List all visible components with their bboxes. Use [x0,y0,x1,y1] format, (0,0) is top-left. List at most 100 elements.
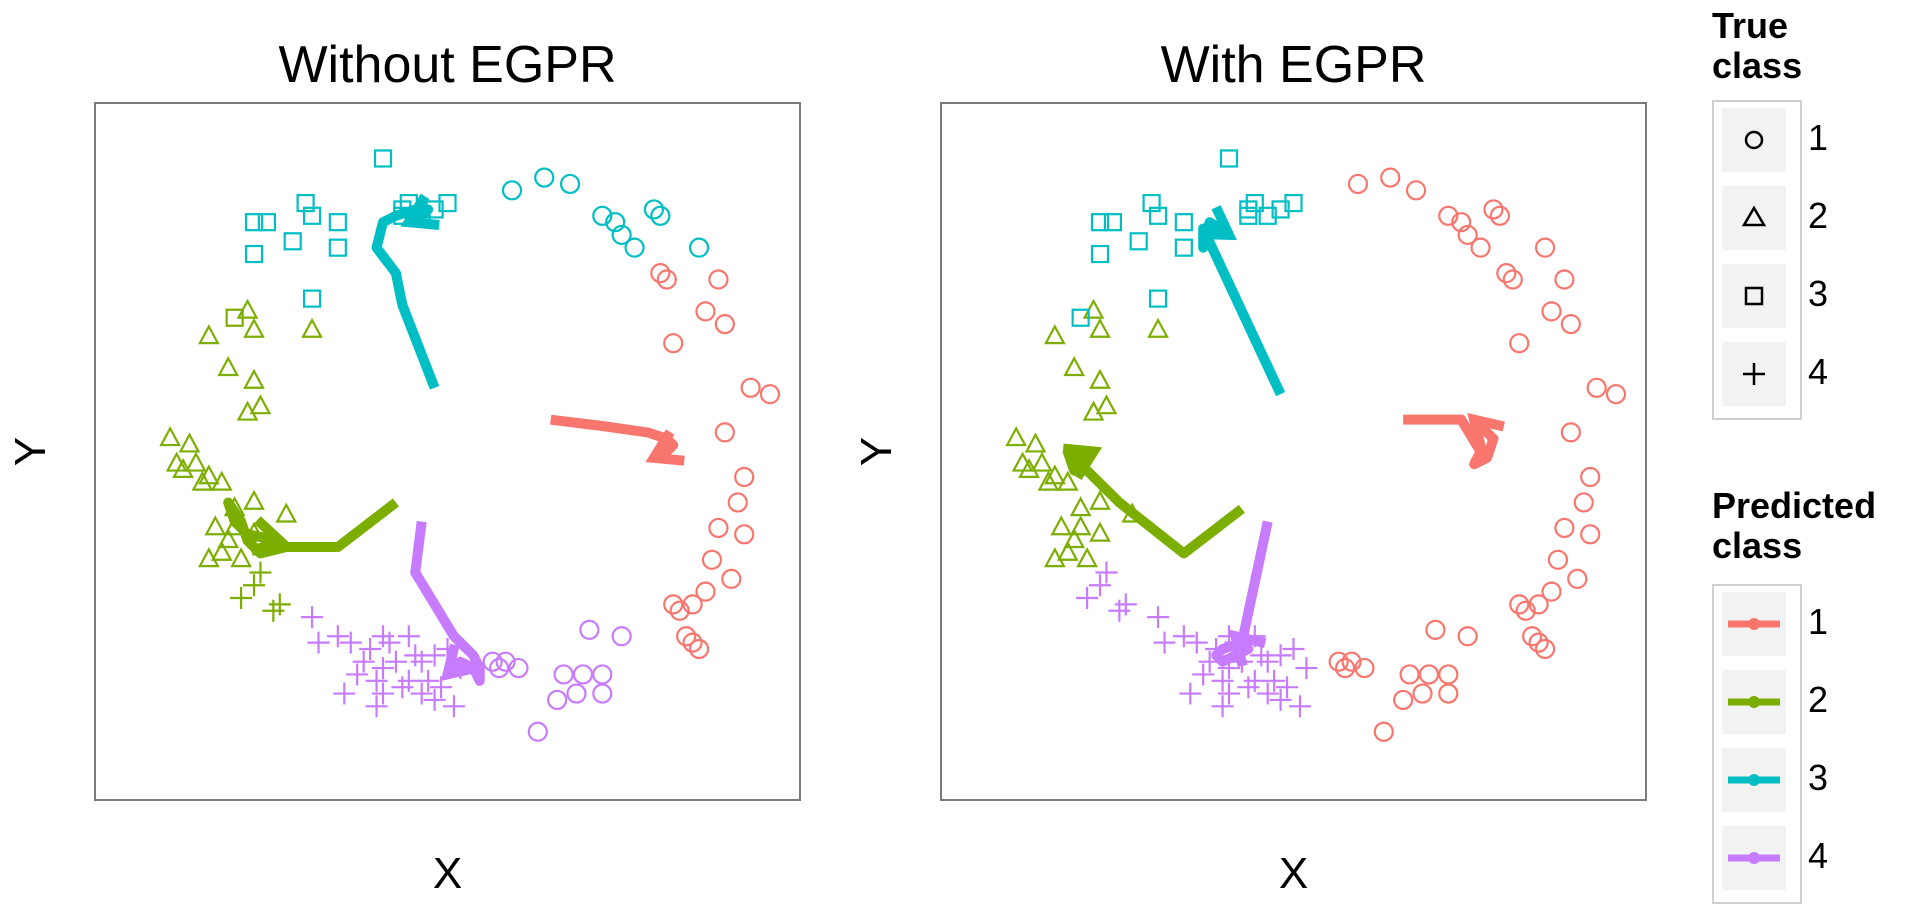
data-point-circle [721,568,742,590]
data-point-circle [1438,205,1459,226]
data-point-circle [1451,212,1472,233]
data-point-circle [1399,664,1420,685]
data-point-square [1148,289,1168,308]
data-point-plus [1185,631,1208,654]
data-point-triangle [191,470,214,491]
data-point-plus [1095,561,1118,584]
data-point-triangle [1095,394,1118,415]
data-point-circle [1515,600,1536,621]
data-point-plus [372,682,394,705]
data-point-circle [688,638,710,660]
legend-true-class: 1 2 3 4 [1712,100,1828,420]
data-point-triangle [178,432,201,453]
legend-item-true-3: 3 [1714,258,1890,336]
data-point-plus [1076,587,1099,610]
data-point-triangle [1089,521,1111,542]
data-point-triangle [1031,451,1053,472]
data-point-triangle [1050,515,1073,536]
data-point-circle [682,594,703,615]
data-point-circle [1354,657,1375,679]
data-point-circle [1605,384,1627,405]
data-point-plus [326,625,349,648]
data-point-circle [1560,422,1581,443]
data-point-plus [1269,688,1292,711]
data-point-circle [1541,581,1562,602]
data-point-circle [650,205,671,226]
data-point-plus [423,644,446,667]
data-point-plus [1256,650,1279,673]
legend-label: 1 [1808,601,1829,642]
arrowhead-2 [1062,443,1103,481]
data-point-square [1129,232,1148,251]
data-point-circle [727,492,748,513]
data-point-triangle [275,502,298,523]
data-point-circle [650,263,671,284]
data-point-circle [701,549,723,570]
legend-item-predicted-2: 2 [1714,664,1890,742]
data-point-plus [1179,682,1202,705]
data-point-plus [1276,676,1299,699]
data-point-triangle [1063,356,1086,377]
chart-title: With EGPR [1161,36,1427,94]
data-point-square [1174,238,1193,257]
data-point-circle [669,600,690,621]
data-point-circle [1522,626,1543,647]
data-point-circle [1541,301,1562,322]
data-point-plus [1172,625,1195,648]
data-point-square [302,289,322,308]
data-point-circle [1328,651,1349,672]
arrowhead-2 [249,516,290,557]
data-point-triangle [1069,515,1092,536]
plot-frame [940,102,1647,801]
data-point-square [244,213,264,232]
data-point-square [438,193,457,213]
data-point-plus [397,669,420,692]
chart-panel-1: Without EGPR X Y [6,36,801,898]
data-point-plus [333,682,356,705]
data-point-circle [489,657,510,679]
data-point-triangle [1089,368,1111,389]
data-point-triangle [1089,317,1111,338]
data-point-plus [339,631,362,654]
data-point-plus [397,625,420,648]
legend-item-predicted-3: 3 [1714,742,1890,820]
trajectory-arrow-3 [1198,217,1286,397]
data-point-circle [611,224,632,246]
plus-icon [1720,340,1788,408]
data-point-circle [734,466,755,488]
data-point-square [1148,206,1168,225]
data-point-triangle [204,515,227,536]
data-point-plus [1108,599,1131,622]
legend-predicted-class-title: Predicted class [1712,486,1876,566]
data-point-circle [1418,664,1440,685]
data-point-plus [1282,637,1305,660]
data-point-circle [553,664,574,685]
data-point-square [1284,193,1303,213]
data-point-triangle [243,368,265,389]
data-point-circle [1573,492,1594,513]
data-point-circle [663,333,684,354]
data-point-circle [1534,237,1556,258]
data-point-plus [1288,695,1311,718]
legend-item-predicted-4: 4 [1714,820,1890,898]
data-point-circle [1457,626,1478,647]
circle-icon [1720,106,1788,174]
data-point-circle [611,626,632,647]
data-point-circle [1528,632,1549,653]
data-point-circle [740,377,761,398]
data-point-square [302,206,322,225]
square-icon [1720,262,1788,330]
legend-title-line: Predicted [1712,485,1877,526]
legend-label: 2 [1808,679,1829,720]
data-point-circle [572,664,594,685]
data-point-triangle [1037,470,1060,491]
data-point-plus [262,599,285,622]
data-point-circle [1334,657,1356,679]
data-point-triangle [1147,317,1169,338]
data-point-triangle [1018,457,1040,479]
data-point-triangle [243,489,265,510]
data-point-circle [1580,524,1601,545]
legend-title-line: class [1712,525,1803,566]
data-point-circle [1509,333,1530,354]
